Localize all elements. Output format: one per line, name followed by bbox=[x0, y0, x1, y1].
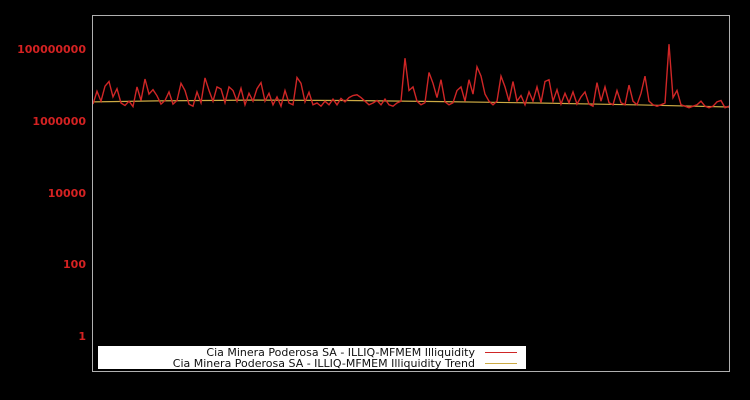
legend-row-trend: Cia Minera Poderosa SA - ILLIQ-MFMEM Ill… bbox=[98, 358, 526, 369]
y-tick-label: 1 bbox=[78, 330, 86, 343]
legend-line-sample-illiquidity bbox=[485, 351, 517, 353]
line-plot bbox=[93, 44, 729, 109]
legend-line-sample-trend bbox=[485, 362, 517, 364]
legend: Cia Minera Poderosa SA - ILLIQ-MFMEM Ill… bbox=[98, 346, 526, 369]
legend-row-illiquidity: Cia Minera Poderosa SA - ILLIQ-MFMEM Ill… bbox=[98, 347, 526, 358]
plot-area bbox=[92, 15, 730, 372]
legend-label-illiquidity: Cia Minera Poderosa SA - ILLIQ-MFMEM Ill… bbox=[206, 345, 475, 359]
y-tick-label: 100 bbox=[63, 258, 86, 272]
illiquidity-line bbox=[93, 44, 729, 109]
y-tick-label: 1000000 bbox=[32, 114, 86, 128]
y-tick-label: 10000 bbox=[47, 186, 86, 200]
y-tick-label: 100000000 bbox=[17, 43, 86, 56]
legend-label-trend: Cia Minera Poderosa SA - ILLIQ-MFMEM Ill… bbox=[172, 356, 475, 370]
